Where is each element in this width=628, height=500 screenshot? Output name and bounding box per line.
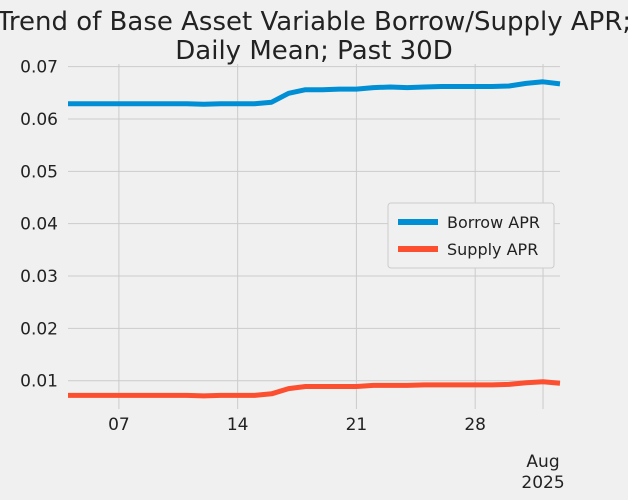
x-tick-label: 21 (346, 415, 368, 435)
y-tick-label: 0.05 (20, 162, 58, 182)
x-tick-label: Aug (526, 452, 559, 472)
x-tick-label: 28 (464, 415, 486, 435)
legend: Borrow APR Supply APR (387, 202, 555, 269)
legend-label-borrow-apr: Borrow APR (447, 213, 540, 232)
y-tick-label: 0.06 (20, 110, 58, 130)
x-tick-sublabel: 2025 (521, 473, 564, 493)
y-axis-ticks: 0.01 0.02 0.03 0.04 0.05 0.06 0.07 (20, 58, 58, 392)
x-tick-label: 14 (227, 415, 249, 435)
y-tick-label: 0.03 (20, 267, 58, 287)
y-tick-label: 0.07 (20, 58, 58, 78)
y-tick-label: 0.01 (20, 372, 58, 392)
series-line-borrow-apr (68, 79, 561, 107)
chart-title-line-1: Trend of Base Asset Variable Borrow/Supp… (0, 7, 628, 37)
y-tick-label: 0.04 (20, 215, 58, 235)
legend-label-supply-apr: Supply APR (447, 240, 538, 259)
series-line-supply-apr (68, 379, 561, 399)
y-tick-label: 0.02 (20, 319, 58, 339)
chart-title-line-2: Daily Mean; Past 30D (175, 36, 452, 66)
x-tick-label: 07 (108, 415, 130, 435)
series-lines (68, 79, 561, 399)
